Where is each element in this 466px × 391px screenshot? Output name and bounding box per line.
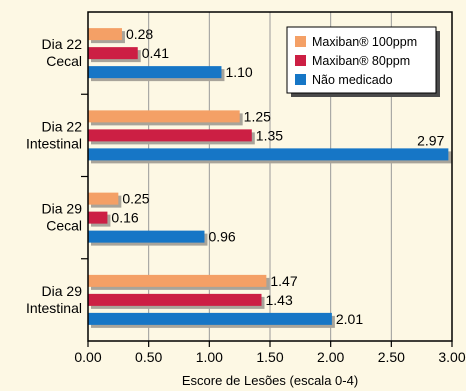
bar — [88, 28, 122, 41]
bar — [88, 312, 332, 325]
category-label: Dia 22 Cecal — [42, 36, 83, 69]
category-label-line: Intestinal — [26, 135, 82, 151]
bar — [88, 274, 267, 287]
category-label: Dia 29 Intestinal — [26, 283, 82, 316]
legend-entry: Maxiban® 100ppm — [312, 35, 417, 49]
data-label: 0.16 — [111, 210, 138, 226]
bar — [88, 293, 262, 306]
x-tick-label: 0.50 — [135, 349, 162, 365]
data-label: 0.28 — [126, 26, 153, 42]
category-label-line: Intestinal — [26, 300, 82, 316]
legend-swatch — [295, 55, 306, 66]
data-label: 2.97 — [417, 132, 444, 148]
category-label: Dia 29 Cecal — [42, 201, 83, 234]
data-label: 1.35 — [256, 127, 283, 143]
legend-swatch — [295, 36, 306, 47]
category-label-line: Cecal — [46, 53, 82, 69]
data-label: 1.25 — [244, 108, 271, 124]
x-tick-label: 1.00 — [196, 349, 223, 365]
legend-entry: Não medicado — [312, 73, 393, 87]
legend: Maxiban® 100ppm Maxiban® 80ppm Não medicad… — [286, 26, 440, 97]
data-label: 2.01 — [336, 311, 363, 327]
bar — [88, 192, 119, 205]
data-label: 1.10 — [225, 64, 252, 80]
bar — [88, 230, 205, 243]
x-tick-label: 1.50 — [256, 349, 283, 365]
data-label: 0.41 — [142, 45, 169, 61]
bar — [88, 66, 222, 79]
category-label-line: Dia 29 — [42, 283, 83, 299]
bar — [88, 148, 449, 161]
legend-entry: Maxiban® 80ppm — [312, 54, 410, 68]
bar — [88, 47, 138, 60]
bar — [88, 129, 252, 142]
category-label-line: Dia 22 — [42, 36, 83, 52]
legend-swatch — [295, 74, 306, 85]
x-axis-title: Escore de Lesões (escala 0-4) — [182, 373, 358, 388]
data-label: 1.47 — [270, 273, 297, 289]
legend-box — [286, 26, 437, 94]
bars: 0.28 0.41 1.10 1.25 1.35 2.97 0.25 0.16 0.96 1.47… — [88, 26, 452, 328]
bar — [88, 110, 240, 123]
data-label: 0.96 — [208, 229, 235, 245]
data-label: 0.25 — [122, 191, 149, 207]
x-tick-label: 3.00 — [438, 349, 465, 365]
x-tick-label: 2.00 — [317, 349, 344, 365]
category-label-line: Dia 22 — [42, 118, 83, 134]
bar — [88, 211, 108, 224]
category-label-line: Cecal — [46, 218, 82, 234]
x-tick-label: 0.00 — [74, 349, 101, 365]
category-label: Dia 22 Intestinal — [26, 118, 82, 151]
x-axis-ticks: 0.00 0.50 1.00 1.50 2.00 2.50 3.00 — [74, 341, 466, 365]
y-axis-ticks — [81, 93, 88, 260]
x-tick-label: 2.50 — [378, 349, 405, 365]
category-label-line: Dia 29 — [42, 201, 83, 217]
data-label: 1.43 — [266, 292, 293, 308]
